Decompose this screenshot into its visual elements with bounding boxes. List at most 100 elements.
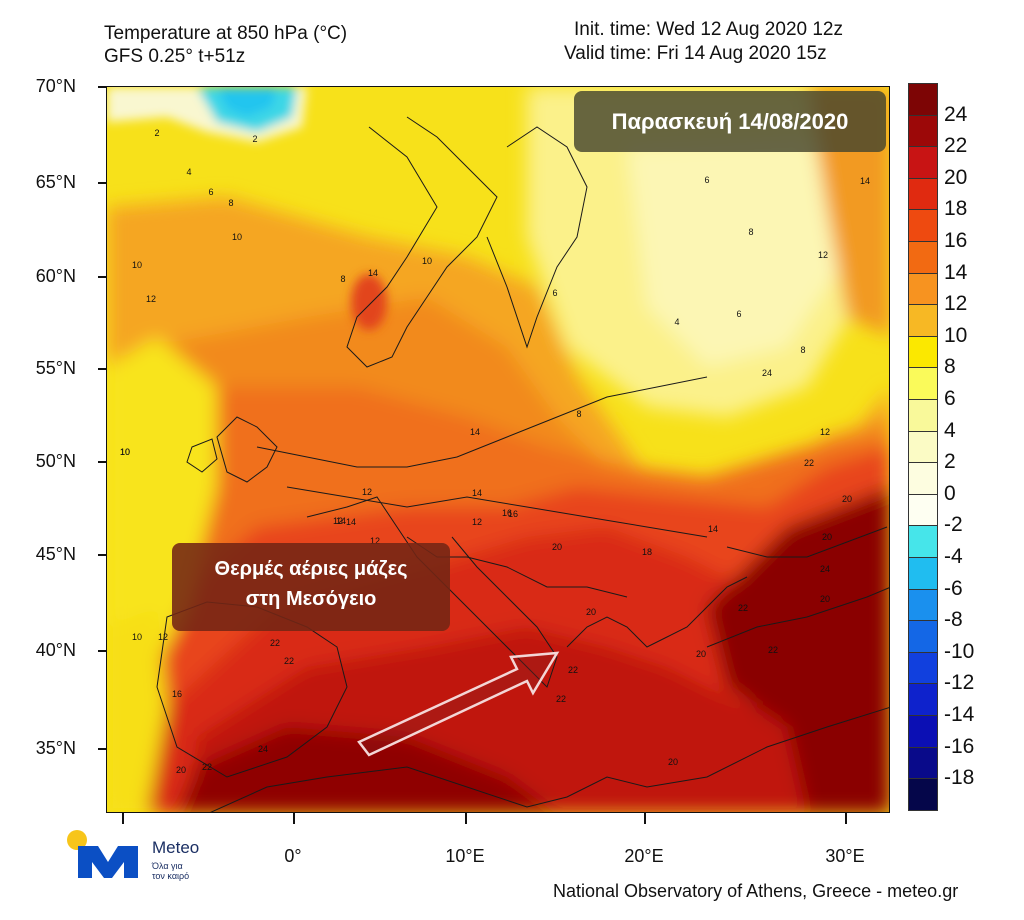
field-10c-atlantic xyxy=(107,337,217,687)
contour-label: 14 xyxy=(469,427,481,437)
coastlines xyxy=(156,116,889,812)
logo-tagline: Όλα για τον καιρό xyxy=(152,861,212,881)
lat-tick xyxy=(98,368,106,370)
contour-label: 20 xyxy=(667,757,679,767)
contour-label: 22 xyxy=(269,638,281,648)
contour-label: 8 xyxy=(340,274,346,284)
model-info: GFS 0.25° t+51z xyxy=(104,46,246,67)
contour-label: 12 xyxy=(145,294,157,304)
colorbar-label: 4 xyxy=(944,418,956,442)
lon-tick xyxy=(293,813,295,824)
colorbar-label: 22 xyxy=(944,134,968,158)
contour-label: 4 xyxy=(674,317,680,327)
lat-tick xyxy=(98,86,106,88)
contour-label: 8 xyxy=(576,409,582,419)
temperature-map: 2 2 4 6 8 10 10 12 14 8 10 6 6 8 4 6 8 8 12 14 12 12 14 14 10 14 1… xyxy=(106,86,890,813)
colorbar-label: 14 xyxy=(944,260,968,284)
lon-tick xyxy=(644,813,646,824)
contour-label: 14 xyxy=(859,176,871,186)
valid-time: Valid time: Fri 14 Aug 2020 15z xyxy=(564,43,827,64)
field-24c-turkey xyxy=(707,487,889,812)
contour-label: 22 xyxy=(555,694,567,704)
colorbar-label: -4 xyxy=(944,545,963,568)
contour-label: 4 xyxy=(186,167,192,177)
lat-tick xyxy=(98,748,106,750)
colorbar-cell xyxy=(908,651,938,685)
footer-credit: National Observatory of Athens, Greece -… xyxy=(553,881,959,901)
callout-line-2: στη Μεσόγειο xyxy=(245,588,377,610)
contour-label: 14 xyxy=(471,488,483,498)
colorbar-cell xyxy=(908,525,938,558)
logo-brand: Meteo xyxy=(152,838,200,857)
colorbar-cell xyxy=(908,399,938,432)
contour-label: 12 xyxy=(157,632,169,642)
balkans-coast xyxy=(566,576,748,648)
contour-label: 6 xyxy=(552,288,558,298)
contour-label: 2 xyxy=(252,134,258,144)
colorbar-cell xyxy=(908,367,938,400)
lon-label: 0° xyxy=(284,846,302,866)
contour-label: 6 xyxy=(208,187,214,197)
black-sea-coast xyxy=(726,526,888,558)
logo-tagline-line-2: τον καιρό xyxy=(152,871,190,881)
contour-label: 6 xyxy=(704,175,710,185)
contour-label: 16 xyxy=(501,508,513,518)
lat-tick xyxy=(98,650,106,652)
northern-coast xyxy=(256,376,708,468)
colorbar-label: 6 xyxy=(944,387,956,410)
colorbar-cell xyxy=(908,83,938,116)
sweden-finland-coast xyxy=(486,126,588,349)
contour-label: 14 xyxy=(707,524,719,534)
callout-line-1: Θερμές αέριες μάζες xyxy=(214,558,408,580)
contour-label: 22 xyxy=(767,645,779,655)
meteo-logo: Meteo Όλα για τον καιρό xyxy=(64,828,244,888)
lat-label: 40°N xyxy=(35,640,76,660)
lat-label: 70°N xyxy=(35,76,76,96)
contour-label: 10 xyxy=(119,447,131,457)
contour-label: 22 xyxy=(803,458,815,468)
lat-tick xyxy=(98,276,106,278)
colorbar-label: 12 xyxy=(944,292,968,316)
contour-label: 12 xyxy=(819,427,831,437)
colorbar-cell xyxy=(908,272,938,306)
contour-label: 20 xyxy=(695,649,707,659)
colorbar-label: -2 xyxy=(944,513,963,537)
contour-label: 12 xyxy=(369,536,381,546)
lat-tick xyxy=(98,182,106,184)
contour-label: 10 xyxy=(421,256,433,266)
britain-coast xyxy=(216,416,278,483)
colorbar-label: 10 xyxy=(944,323,968,347)
contour-label: 22 xyxy=(201,762,213,772)
contour-label: 10 xyxy=(231,232,243,242)
colorbar-cell xyxy=(908,146,938,179)
contour-label: 10 xyxy=(131,260,143,270)
lon-tick xyxy=(845,813,847,824)
borders-central xyxy=(286,486,708,538)
contour-label: 8 xyxy=(228,198,234,208)
colorbar-label: 20 xyxy=(944,165,968,189)
italy-coast xyxy=(306,496,558,688)
colorbar-label: -8 xyxy=(944,608,963,632)
ireland-coast xyxy=(186,438,218,473)
colorbar-label: -10 xyxy=(944,639,975,663)
lat-label: 35°N xyxy=(35,738,76,758)
colorbar-cell xyxy=(908,620,938,653)
contour-label: 12 xyxy=(817,250,829,260)
lat-label: 55°N xyxy=(35,358,76,378)
contour-label: 8 xyxy=(800,345,806,355)
lat-label: 60°N xyxy=(35,266,76,286)
lon-tick xyxy=(122,813,124,824)
colorbar-label: -16 xyxy=(944,734,975,758)
lon-tick xyxy=(465,813,467,824)
chart-title: Temperature at 850 hPa (°C) xyxy=(104,23,348,44)
contour-label: 12 xyxy=(332,516,344,526)
contour-label: 20 xyxy=(551,542,563,552)
contour-label: 12 xyxy=(471,517,483,527)
colorbar-cell xyxy=(908,209,938,242)
norway-hotspot xyxy=(351,274,387,330)
lat-tick xyxy=(98,554,106,556)
contour-label: 22 xyxy=(283,656,295,666)
contour-label: 22 xyxy=(737,603,749,613)
contour-label: 20 xyxy=(821,532,833,542)
lat-label: 65°N xyxy=(35,172,76,192)
